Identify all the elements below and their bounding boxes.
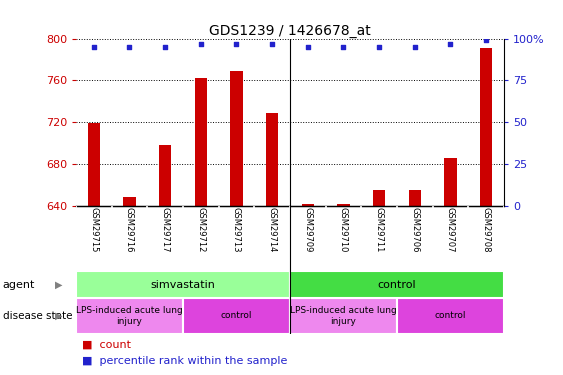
- Text: GSM29716: GSM29716: [125, 207, 134, 253]
- Bar: [444, 158, 457, 206]
- Point: [232, 40, 241, 46]
- Bar: [480, 48, 492, 206]
- Point: [303, 44, 312, 50]
- Bar: [290, 298, 397, 334]
- Text: ▶: ▶: [55, 280, 62, 290]
- Text: GSM29708: GSM29708: [481, 207, 490, 253]
- Bar: [123, 197, 136, 206]
- Text: ■  percentile rank within the sample: ■ percentile rank within the sample: [82, 356, 287, 366]
- Text: simvastatin: simvastatin: [150, 280, 216, 290]
- Text: GSM29707: GSM29707: [446, 207, 455, 253]
- Point: [481, 37, 490, 43]
- Bar: [183, 298, 290, 334]
- Bar: [302, 204, 314, 206]
- Bar: [195, 78, 207, 206]
- Bar: [337, 204, 350, 206]
- Text: GSM29715: GSM29715: [90, 207, 99, 253]
- Text: GSM29712: GSM29712: [196, 207, 205, 253]
- Text: GSM29717: GSM29717: [160, 207, 169, 253]
- Point: [90, 44, 99, 50]
- Text: control: control: [435, 311, 466, 320]
- Bar: [88, 123, 100, 206]
- Text: GSM29713: GSM29713: [232, 207, 241, 253]
- Text: agent: agent: [3, 280, 35, 290]
- Text: GSM29710: GSM29710: [339, 207, 348, 253]
- Text: LPS-induced acute lung
injury: LPS-induced acute lung injury: [290, 306, 397, 326]
- Text: GSM29706: GSM29706: [410, 207, 419, 253]
- Point: [125, 44, 134, 50]
- Bar: [266, 112, 278, 206]
- Bar: [397, 298, 504, 334]
- Title: GDS1239 / 1426678_at: GDS1239 / 1426678_at: [209, 24, 371, 38]
- Text: ▶: ▶: [55, 311, 62, 321]
- Text: GSM29714: GSM29714: [267, 207, 276, 253]
- Point: [196, 40, 205, 46]
- Point: [446, 40, 455, 46]
- Bar: [76, 271, 290, 298]
- Text: ■  count: ■ count: [82, 339, 131, 349]
- Bar: [159, 145, 171, 206]
- Text: GSM29709: GSM29709: [303, 207, 312, 253]
- Text: LPS-induced acute lung
injury: LPS-induced acute lung injury: [76, 306, 183, 326]
- Text: GSM29711: GSM29711: [374, 207, 383, 253]
- Text: control: control: [221, 311, 252, 320]
- Text: disease state: disease state: [3, 311, 72, 321]
- Bar: [373, 190, 385, 206]
- Point: [374, 44, 383, 50]
- Bar: [290, 271, 504, 298]
- Text: control: control: [378, 280, 416, 290]
- Point: [410, 44, 419, 50]
- Point: [267, 40, 276, 46]
- Bar: [230, 71, 243, 206]
- Point: [160, 44, 169, 50]
- Bar: [409, 190, 421, 206]
- Point: [339, 44, 348, 50]
- Bar: [76, 298, 183, 334]
